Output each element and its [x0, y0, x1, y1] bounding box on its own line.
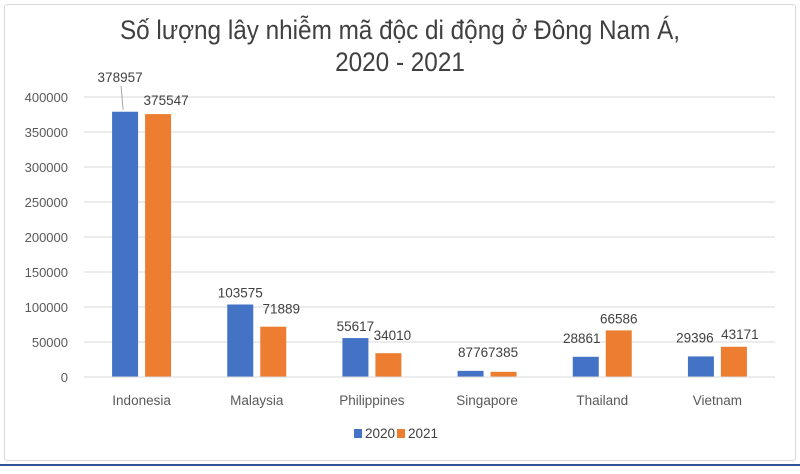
y-tick-label: 100000: [25, 300, 68, 315]
bar-2020-vietnam: [687, 356, 714, 377]
bar-2021-singapore: [490, 371, 517, 377]
data-label: 375547: [144, 93, 189, 108]
leader-line: [120, 85, 124, 110]
chart-title-line1: Số lượng lây nhiễm mã độc di động ở Đông…: [119, 15, 681, 45]
bar-2021-thailand: [605, 330, 632, 377]
bar-2021-vietnam: [720, 346, 747, 377]
data-label: 103575: [218, 285, 263, 300]
bar-2020-malaysia: [227, 304, 254, 377]
bar-2020-thailand: [572, 356, 599, 377]
y-tick-label: 50000: [32, 335, 68, 350]
data-label: 7385: [488, 345, 518, 360]
data-label: 71889: [262, 302, 300, 317]
chart-title-line2: 2020 - 2021: [335, 47, 465, 77]
y-tick-label: 400000: [25, 90, 68, 105]
chart-title: Số lượng lây nhiễm mã độc di động ở Đông…: [40, 14, 760, 78]
x-tick-label: Philippines: [339, 393, 405, 408]
y-tick-label: 350000: [25, 125, 68, 140]
data-label: 66586: [600, 311, 638, 326]
data-label: 34010: [374, 328, 412, 343]
x-tick-label: Singapore: [456, 393, 518, 408]
data-label: 55617: [337, 319, 375, 334]
y-tick-label: 200000: [25, 230, 68, 245]
legend-label-2020: 2020: [365, 426, 395, 441]
bar-2020-singapore: [457, 370, 484, 377]
data-label: 378957: [98, 70, 143, 85]
bar-2020-philippines: [342, 338, 369, 377]
bottom-rule: [0, 464, 800, 466]
legend-swatch-2021: [397, 429, 405, 438]
bar-2020-indonesia: [112, 111, 139, 377]
y-tick-label: 150000: [25, 265, 68, 280]
bar-2021-indonesia: [145, 114, 172, 378]
x-tick-label: Malaysia: [230, 393, 284, 408]
y-tick-label: 0: [61, 370, 68, 385]
bar-2021-malaysia: [260, 326, 287, 377]
data-label: 28861: [563, 331, 601, 346]
bar-2021-philippines: [375, 353, 402, 377]
x-tick-label: Vietnam: [693, 393, 742, 408]
x-tick-label: Thailand: [576, 393, 628, 408]
legend-swatch-2020: [354, 429, 362, 438]
x-tick-label: Indonesia: [112, 393, 171, 408]
data-label: 8776: [458, 345, 488, 360]
y-tick-label: 250000: [25, 195, 68, 210]
data-label: 43171: [721, 327, 759, 342]
y-tick-label: 300000: [25, 160, 68, 175]
legend-label-2021: 2021: [408, 426, 438, 441]
data-label: 29396: [676, 330, 714, 345]
